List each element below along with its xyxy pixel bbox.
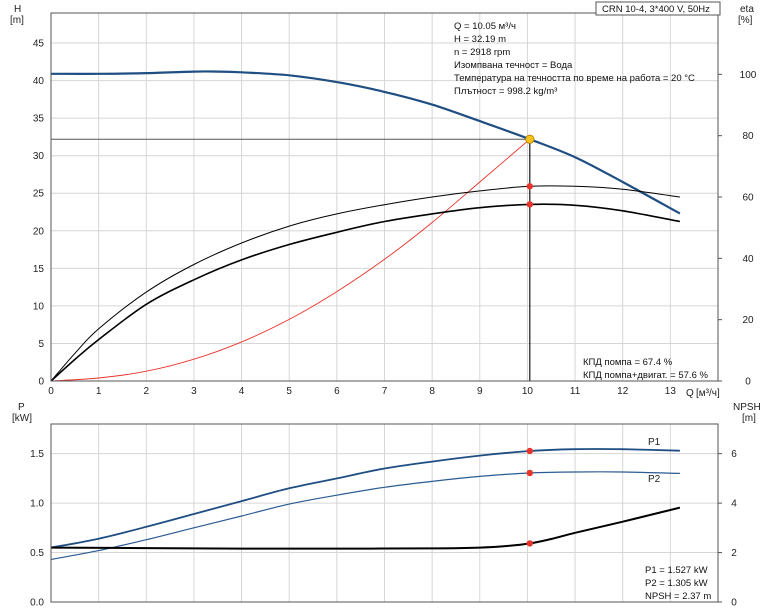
info-liquid: Изомпвана течност = Вода xyxy=(454,60,573,71)
info-density: Плътност = 998.2 kg/m³ xyxy=(454,86,557,97)
top-curves xyxy=(50,70,681,382)
h-tick-label-20: 20 xyxy=(33,226,45,237)
npsh-tick-label-0: 0 xyxy=(731,598,737,609)
eta-tick-label-0: 0 xyxy=(745,377,751,388)
top-y-axis-unit: [m] xyxy=(10,15,24,26)
eta-tick-label-40: 40 xyxy=(742,254,754,265)
x-tick-label-3: 3 xyxy=(191,386,197,397)
h-tick-label-10: 10 xyxy=(33,301,45,312)
x-tick-label-10: 10 xyxy=(522,386,534,397)
product-box-label: CRN 10-4, 3*400 V, 50Hz xyxy=(602,4,710,15)
eta-point-marker-0 xyxy=(526,183,534,190)
npsh-tick-label-4: 4 xyxy=(731,499,737,510)
operating-markers xyxy=(525,134,535,547)
p-tick-label-0: 0.0 xyxy=(30,598,44,609)
info-eta-total: КПД помпа+двигат. = 57.6 % xyxy=(583,370,708,381)
eta-tick-label-80: 80 xyxy=(742,131,754,142)
bottom-y2-axis-unit: [m] xyxy=(742,413,756,424)
bottom-y-axis-title: P xyxy=(18,402,25,413)
x-tick-label-11: 11 xyxy=(570,386,581,397)
top-tick-labels: 0 1 2 3 4 5 6 7 8 9 10 11 12 130510152025303540450204… xyxy=(33,39,757,397)
info-p1: P1 = 1.527 kW xyxy=(645,565,708,576)
bottom-y-axis-unit: [kW] xyxy=(12,413,32,424)
top-y2-axis-title: eta xyxy=(740,4,754,15)
top-y2-axis-unit: [%] xyxy=(738,15,753,26)
npsh-curve xyxy=(50,506,681,550)
x-tick-label-0: 0 xyxy=(48,386,54,397)
x-axis-unit: [м³/ч] xyxy=(696,388,720,399)
x-tick-label-8: 8 xyxy=(429,386,435,397)
bottom-tick-labels: 0.0 0.5 1.0 1.5 0 2 4 6 xyxy=(30,449,737,608)
npsh-tick-label-6: 6 xyxy=(731,449,737,460)
p1-curve xyxy=(50,448,680,549)
x-tick-label-6: 6 xyxy=(334,386,340,397)
top-plot-frame xyxy=(50,12,719,382)
h-tick-label-30: 30 xyxy=(33,151,45,162)
efficiency-info-block: КПД помпа = 67.4 % КПД помпа+двигат. = 5… xyxy=(583,357,708,381)
duty-point-marker xyxy=(525,134,535,144)
system-curve xyxy=(50,138,531,382)
x-tick-label-13: 13 xyxy=(665,386,677,397)
bottom-curves xyxy=(50,448,681,561)
h-tick-label-35: 35 xyxy=(33,114,45,125)
eta-tick-label-100: 100 xyxy=(740,70,757,81)
series-label-p1: P1 xyxy=(648,437,661,448)
npsh-point-marker xyxy=(526,540,534,547)
info-eta-pump: КПД помпа = 67.4 % xyxy=(583,357,673,368)
p2-point-marker xyxy=(526,469,534,477)
bottom-grid xyxy=(50,424,718,603)
bottom-plot-frame xyxy=(50,423,719,603)
h-tick-label-15: 15 xyxy=(33,264,45,275)
x-tick-label-2: 2 xyxy=(144,386,150,397)
series-label-p2: P2 xyxy=(648,474,661,485)
bottom-info-block: P1 = 1.527 kW P2 = 1.305 kW NPSH = 2.37 … xyxy=(645,565,711,602)
h-tick-label-5: 5 xyxy=(38,339,44,350)
x-tick-label-4: 4 xyxy=(239,386,245,397)
h-tick-label-25: 25 xyxy=(33,189,45,200)
x-axis-title: Q xyxy=(686,388,694,399)
x-tick-label-9: 9 xyxy=(477,386,483,397)
eta-point-marker-1 xyxy=(526,201,534,208)
top-y-axis-title: H xyxy=(14,4,21,15)
npsh-tick-label-2: 2 xyxy=(731,548,737,559)
h-tick-label-45: 45 xyxy=(33,39,45,50)
x-tick-label-12: 12 xyxy=(617,386,629,397)
x-tick-label-7: 7 xyxy=(382,386,388,397)
top-grid xyxy=(50,13,718,382)
p-tick-label-1: 0.5 xyxy=(30,548,44,559)
bottom-y2-axis-title: NPSH xyxy=(733,402,761,413)
p2-curve xyxy=(50,471,680,561)
x-tick-label-1: 1 xyxy=(96,386,102,397)
info-p2: P2 = 1.305 kW xyxy=(645,578,708,589)
p1-point-marker xyxy=(526,447,534,455)
h-tick-label-40: 40 xyxy=(33,76,45,87)
eta-pump-curve xyxy=(50,185,680,382)
head-curve xyxy=(50,70,681,215)
eta-total-curve xyxy=(50,203,681,382)
top-info-block: Q = 10.05 м³/ч H = 32.19 m n = 2918 rpm … xyxy=(454,21,695,97)
info-temperature: Температура на течността по време на раб… xyxy=(454,73,695,84)
eta-tick-label-20: 20 xyxy=(742,315,754,326)
x-tick-label-5: 5 xyxy=(286,386,292,397)
h-tick-label-0: 0 xyxy=(38,377,44,388)
info-head: H = 32.19 m xyxy=(454,34,506,45)
product-box xyxy=(595,1,721,16)
info-npsh: NPSH = 2.37 m xyxy=(645,591,711,602)
info-speed: n = 2918 rpm xyxy=(454,47,510,58)
p-tick-label-2: 1.0 xyxy=(30,499,44,510)
eta-tick-label-60: 60 xyxy=(742,193,754,204)
info-flow: Q = 10.05 м³/ч xyxy=(454,21,516,32)
p-tick-label-3: 1.5 xyxy=(30,449,44,460)
